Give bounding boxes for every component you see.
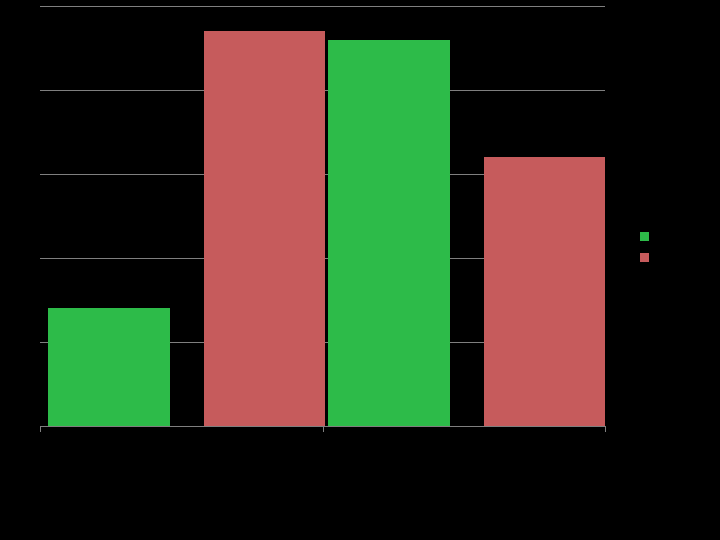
datalabel-group2-series2: 1. 6 million: [466, 129, 547, 151]
chart-plot-area: 2. 3 million 1. 6 million: [40, 6, 605, 426]
slide: 2. 3 million 1. 6 million: [0, 0, 720, 540]
bar-group2-series2: [484, 157, 605, 426]
datalabel-group2-series1: 2. 3 million: [310, 12, 391, 34]
bar-group1-series1: [48, 308, 169, 426]
bar-group2-series1: [328, 40, 449, 426]
legend-swatch-series1: [640, 232, 649, 241]
x-axis-tick: [40, 426, 41, 432]
gridline: [40, 6, 605, 7]
x-axis-tick: [323, 426, 324, 432]
legend-swatch-series2: [640, 253, 649, 262]
bar-group1-series2: [204, 31, 325, 426]
chart-legend: [640, 232, 655, 274]
x-axis-tick: [605, 426, 606, 432]
legend-item-series2: [640, 253, 655, 262]
legend-item-series1: [640, 232, 655, 241]
